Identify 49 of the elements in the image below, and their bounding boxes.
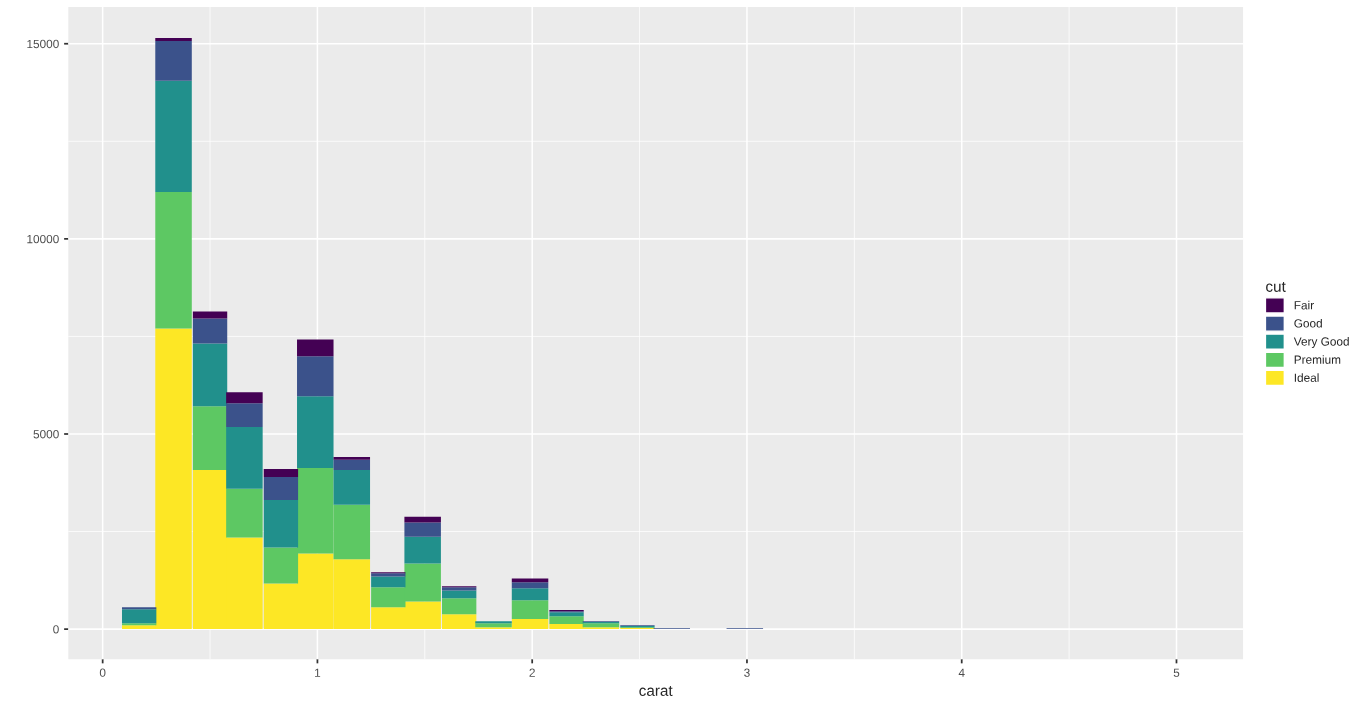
y-tick-label: 0	[53, 625, 59, 634]
bar	[511, 578, 549, 583]
legend-label: Very Good	[1293, 337, 1349, 349]
bar	[155, 41, 192, 81]
legend-label: Premium	[1294, 355, 1341, 364]
bar	[333, 459, 371, 470]
bar	[404, 522, 441, 537]
bar	[192, 318, 228, 344]
x-tick-label: 1	[315, 668, 321, 677]
x-tick-label: 3	[744, 668, 750, 677]
legend-title: cut	[1266, 281, 1286, 292]
bar	[192, 406, 228, 470]
legend-label: Fair	[1294, 300, 1314, 310]
x-axis-title: carat	[639, 685, 673, 696]
bar	[404, 536, 441, 564]
x-tick-label: 0	[99, 668, 106, 677]
x-tick-label: 4	[958, 668, 965, 677]
bar	[333, 469, 371, 505]
bar	[333, 457, 371, 460]
bar	[371, 576, 406, 588]
bar	[226, 392, 263, 404]
bar	[192, 343, 228, 407]
y-tick-label: 5000	[33, 430, 59, 439]
bar	[192, 311, 228, 319]
bar	[263, 469, 299, 477]
bar	[297, 396, 334, 468]
bar	[121, 609, 157, 624]
bar	[226, 403, 263, 427]
bar	[155, 192, 192, 329]
bar	[404, 516, 441, 523]
legend-label: Good	[1294, 318, 1322, 328]
bar	[511, 582, 549, 589]
bar	[155, 37, 192, 41]
y-tick-label: 15000	[27, 39, 59, 49]
bar	[297, 356, 334, 397]
bar	[511, 588, 549, 601]
bar	[263, 476, 299, 500]
bar	[475, 623, 512, 628]
bar	[263, 499, 299, 548]
bar	[297, 339, 334, 357]
bar	[441, 590, 477, 599]
x-tick-label: 5	[1173, 668, 1180, 677]
y-tick-label: 10000	[27, 234, 59, 244]
bar	[549, 612, 584, 617]
bar	[226, 426, 263, 489]
bar	[226, 488, 263, 538]
legend-label: Ideal	[1294, 373, 1319, 382]
bar	[155, 80, 192, 193]
x-tick-label: 2	[529, 668, 535, 677]
